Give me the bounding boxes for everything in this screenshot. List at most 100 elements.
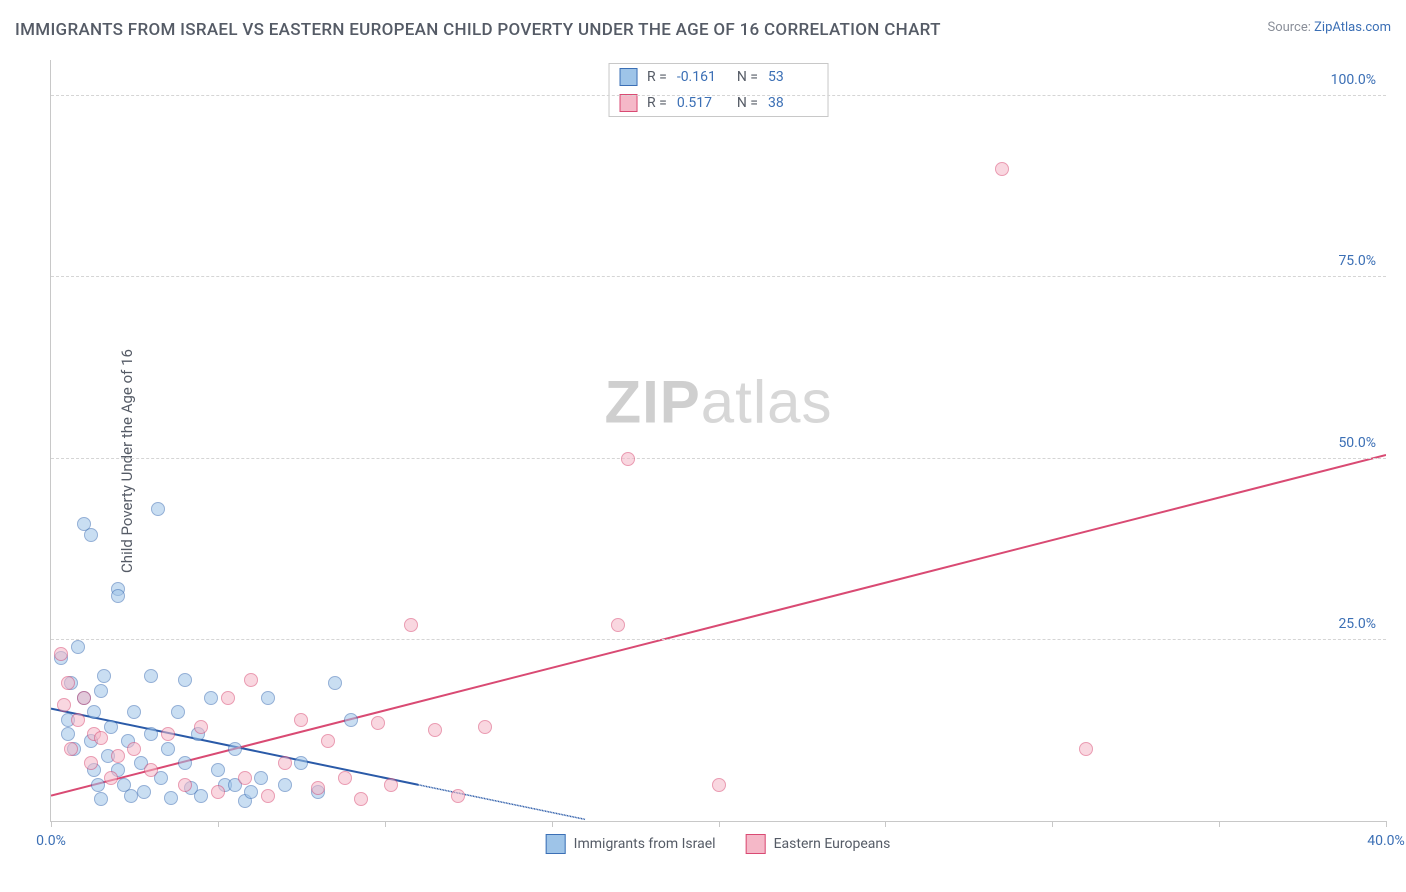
data-point — [204, 691, 218, 705]
stat-swatch — [619, 68, 637, 86]
stat-r-label: R = — [647, 69, 667, 85]
data-point — [261, 789, 275, 803]
data-point — [171, 705, 185, 719]
data-point — [995, 162, 1009, 176]
legend-item: Eastern Europeans — [746, 834, 891, 854]
data-point — [164, 791, 178, 805]
data-point — [71, 713, 85, 727]
data-point — [384, 778, 398, 792]
stat-r-label: R = — [647, 95, 667, 111]
data-point — [244, 673, 258, 687]
data-point — [278, 778, 292, 792]
y-tick-label: 25.0% — [1338, 616, 1376, 632]
plot-wrapper: Child Poverty Under the Age of 16 ZIPatl… — [50, 60, 1386, 862]
data-point — [71, 640, 85, 654]
data-point — [712, 778, 726, 792]
data-point — [64, 742, 78, 756]
stat-n-label: N = — [737, 95, 758, 111]
trend-lines — [51, 60, 1386, 821]
source-prefix: Source: — [1267, 20, 1314, 35]
data-point — [194, 789, 208, 803]
data-point — [94, 792, 108, 806]
data-point — [178, 756, 192, 770]
data-point — [104, 720, 118, 734]
data-point — [221, 691, 235, 705]
data-point — [311, 781, 325, 795]
legend-label: Immigrants from Israel — [574, 836, 716, 852]
y-tick-label: 50.0% — [1338, 435, 1376, 451]
x-tick — [51, 821, 52, 827]
chart-title: IMMIGRANTS FROM ISRAEL VS EASTERN EUROPE… — [15, 20, 941, 40]
data-point — [151, 502, 165, 516]
data-point — [244, 785, 258, 799]
data-point — [328, 676, 342, 690]
data-point — [94, 684, 108, 698]
data-point — [478, 720, 492, 734]
x-tick-label: 0.0% — [36, 833, 66, 849]
data-point — [228, 742, 242, 756]
stat-row: R =-0.161N =53 — [609, 64, 828, 90]
data-point — [111, 589, 125, 603]
data-point — [238, 771, 252, 785]
gridline — [51, 276, 1386, 277]
x-tick — [218, 821, 219, 827]
data-point — [161, 742, 175, 756]
x-tick — [1052, 821, 1053, 827]
data-point — [611, 618, 625, 632]
x-tick — [719, 821, 720, 827]
source-link[interactable]: ZipAtlas.com — [1314, 20, 1391, 35]
data-point — [127, 705, 141, 719]
x-tick — [552, 821, 553, 827]
stat-r-value: -0.161 — [677, 69, 727, 85]
data-point — [344, 713, 358, 727]
legend-swatch — [746, 834, 766, 854]
data-point — [144, 727, 158, 741]
data-point — [211, 785, 225, 799]
watermark: ZIPatlas — [604, 368, 832, 437]
gridline — [51, 458, 1386, 459]
data-point — [1079, 742, 1093, 756]
x-tick — [1386, 821, 1387, 827]
legend-item: Immigrants from Israel — [546, 834, 716, 854]
data-point — [84, 756, 98, 770]
legend: Immigrants from Israel Eastern Europeans — [546, 834, 891, 854]
y-tick-label: 100.0% — [1331, 72, 1376, 88]
chart-source: Source: ZipAtlas.com — [1267, 20, 1391, 35]
data-point — [124, 789, 138, 803]
data-point — [84, 528, 98, 542]
data-point — [178, 778, 192, 792]
data-point — [338, 771, 352, 785]
stat-r-value: 0.517 — [677, 95, 727, 111]
data-point — [404, 618, 418, 632]
y-tick-label: 75.0% — [1338, 253, 1376, 269]
data-point — [144, 763, 158, 777]
data-point — [261, 691, 275, 705]
data-point — [97, 669, 111, 683]
data-point — [137, 785, 151, 799]
legend-label: Eastern Europeans — [774, 836, 891, 852]
data-point — [94, 731, 108, 745]
data-point — [57, 698, 71, 712]
data-point — [178, 673, 192, 687]
data-point — [161, 727, 175, 741]
data-point — [111, 749, 125, 763]
data-point — [278, 756, 292, 770]
data-point — [321, 734, 335, 748]
stat-swatch — [619, 94, 637, 112]
data-point — [194, 720, 208, 734]
data-point — [428, 723, 442, 737]
plot-area: ZIPatlas R =-0.161N =53R =0.517N =38 25.… — [50, 60, 1386, 822]
stat-n-label: N = — [737, 69, 758, 85]
data-point — [61, 727, 75, 741]
data-point — [54, 647, 68, 661]
data-point — [254, 771, 268, 785]
stat-row: R = 0.517 N = 38 — [609, 90, 828, 116]
x-tick — [385, 821, 386, 827]
gridline — [51, 639, 1386, 640]
data-point — [91, 778, 105, 792]
chart-header: IMMIGRANTS FROM ISRAEL VS EASTERN EUROPE… — [15, 20, 1391, 40]
x-tick — [885, 821, 886, 827]
stat-n-value: 38 — [768, 95, 818, 111]
data-point — [144, 669, 158, 683]
data-point — [87, 705, 101, 719]
